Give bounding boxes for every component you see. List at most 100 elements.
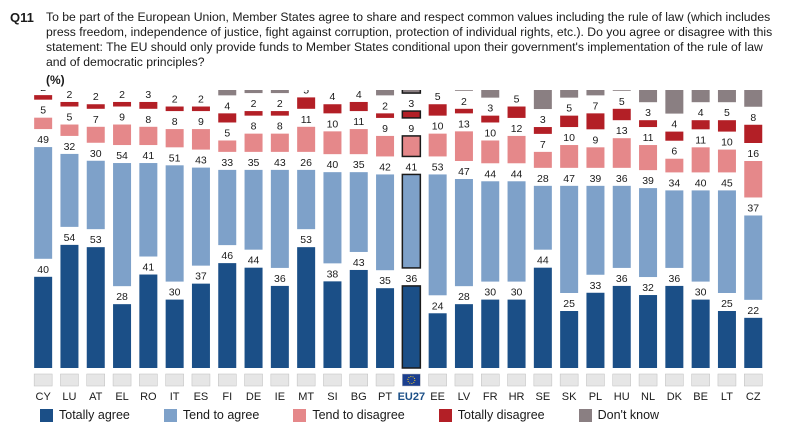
data-label: 11	[353, 116, 364, 128]
bar-segment-tend-to-agree	[428, 174, 447, 296]
bar-segment-dont-know	[639, 90, 658, 103]
data-label: 39	[642, 175, 654, 187]
data-label: 10	[563, 132, 575, 144]
category-label: DK	[667, 391, 683, 403]
data-label: 32	[642, 282, 654, 294]
flag-icon	[60, 373, 79, 387]
data-label: 35	[248, 157, 260, 169]
bar-segment-totally-disagree	[665, 131, 684, 141]
data-label: 4	[356, 90, 362, 101]
data-label: 30	[169, 287, 181, 299]
data-label: 35	[379, 275, 391, 287]
data-label: 36	[274, 273, 286, 285]
data-label: 9	[593, 134, 599, 146]
data-label: 2	[40, 90, 46, 94]
bar-segment-totally-disagree	[481, 115, 500, 123]
data-label: 43	[274, 157, 286, 169]
category-label: IE	[275, 391, 285, 403]
flag-icon	[612, 373, 631, 387]
data-label: 4	[224, 100, 230, 112]
data-label: 46	[221, 250, 233, 262]
bar-segment-tend-to-disagree	[401, 135, 422, 158]
bar-segment-totally-disagree	[507, 106, 526, 118]
category-label: IT	[170, 391, 180, 403]
bar-segment-tend-to-agree	[191, 167, 210, 266]
flag-icon	[191, 373, 211, 387]
bar-segment-totally-disagree	[113, 101, 132, 107]
bar-segment-tend-to-disagree	[86, 126, 105, 143]
data-label: 13	[616, 125, 628, 137]
flag-icon	[428, 373, 447, 387]
bar-segment-dont-know	[717, 90, 736, 103]
data-label: 2	[172, 94, 178, 106]
category-label: PL	[589, 391, 602, 403]
flag-icon	[139, 373, 158, 387]
category-label: HU	[614, 391, 630, 403]
data-label: 7	[93, 114, 99, 126]
flag-icon	[691, 373, 710, 387]
data-label: 8	[145, 114, 151, 126]
legend-tend-to-disagree: Tend to disagree	[293, 408, 405, 422]
category-label: EL	[115, 391, 128, 403]
data-label: 33	[221, 157, 233, 169]
data-label: 35	[353, 159, 365, 171]
category-label: DE	[246, 391, 261, 403]
bar-segment-tend-to-disagree	[454, 131, 473, 161]
flag-icon	[323, 373, 342, 387]
bar-segment-tend-to-disagree	[507, 135, 526, 164]
category-label: FR	[483, 391, 498, 403]
category-label: LU	[62, 391, 76, 403]
bar-segment-tend-to-disagree	[349, 129, 368, 155]
category-label: EE	[430, 391, 445, 403]
bar-segment-tend-to-agree	[218, 169, 237, 246]
data-label: 25	[721, 298, 733, 310]
bar-segment-tend-to-disagree	[639, 145, 658, 171]
category-label: MT	[298, 391, 314, 403]
data-label: 7	[540, 139, 546, 151]
bar-segment-totally-agree	[639, 295, 658, 368]
data-label: 2	[198, 94, 204, 106]
flag-icon	[533, 373, 553, 387]
data-label: 36	[669, 273, 681, 285]
data-label: 3	[540, 114, 546, 126]
data-label: 2	[277, 98, 283, 110]
bar-segment-tend-to-agree	[454, 179, 473, 287]
data-label: 30	[484, 287, 496, 299]
bar-segment-tend-to-agree	[507, 181, 526, 282]
data-label: 33	[590, 280, 602, 292]
data-label: 40	[37, 264, 49, 276]
data-label: 45	[721, 177, 733, 189]
bar-segment-tend-to-agree	[586, 185, 605, 275]
bar-segment-totally-disagree	[297, 97, 316, 109]
bar-segment-tend-to-agree	[297, 169, 316, 230]
flag-icon	[717, 373, 737, 387]
data-label: 10	[327, 118, 339, 130]
data-label: 22	[747, 305, 759, 317]
bar-segment-tend-to-agree	[717, 190, 736, 293]
bar-segment-dont-know	[612, 90, 631, 91]
data-label: 44	[248, 255, 260, 267]
bar-segment-totally-disagree	[60, 101, 79, 107]
category-label: ES	[194, 391, 209, 403]
category-label: LT	[721, 391, 733, 403]
data-label: 40	[327, 159, 339, 171]
data-label: 30	[511, 287, 523, 299]
category-label: CY	[36, 391, 52, 403]
bar-segment-totally-agree	[349, 269, 368, 368]
bar-segment-dont-know	[481, 90, 500, 98]
legend-swatch-tend-to-disagree	[293, 408, 307, 422]
bar-segment-tend-to-disagree	[323, 131, 342, 155]
data-label: 3	[408, 98, 414, 110]
bar-segment-tend-to-disagree	[428, 133, 447, 157]
data-label: 5	[619, 96, 625, 108]
data-label: 5	[67, 112, 73, 124]
bar-segment-dont-know	[533, 90, 552, 110]
bar-segment-totally-agree	[533, 267, 552, 368]
data-label: 30	[695, 287, 707, 299]
data-label: 54	[116, 150, 128, 162]
bar-segment-totally-disagree	[139, 101, 158, 109]
data-label: 10	[484, 127, 496, 139]
legend-label: Totally agree	[59, 408, 130, 422]
category-label: SI	[327, 391, 337, 403]
data-label: 11	[301, 114, 312, 126]
